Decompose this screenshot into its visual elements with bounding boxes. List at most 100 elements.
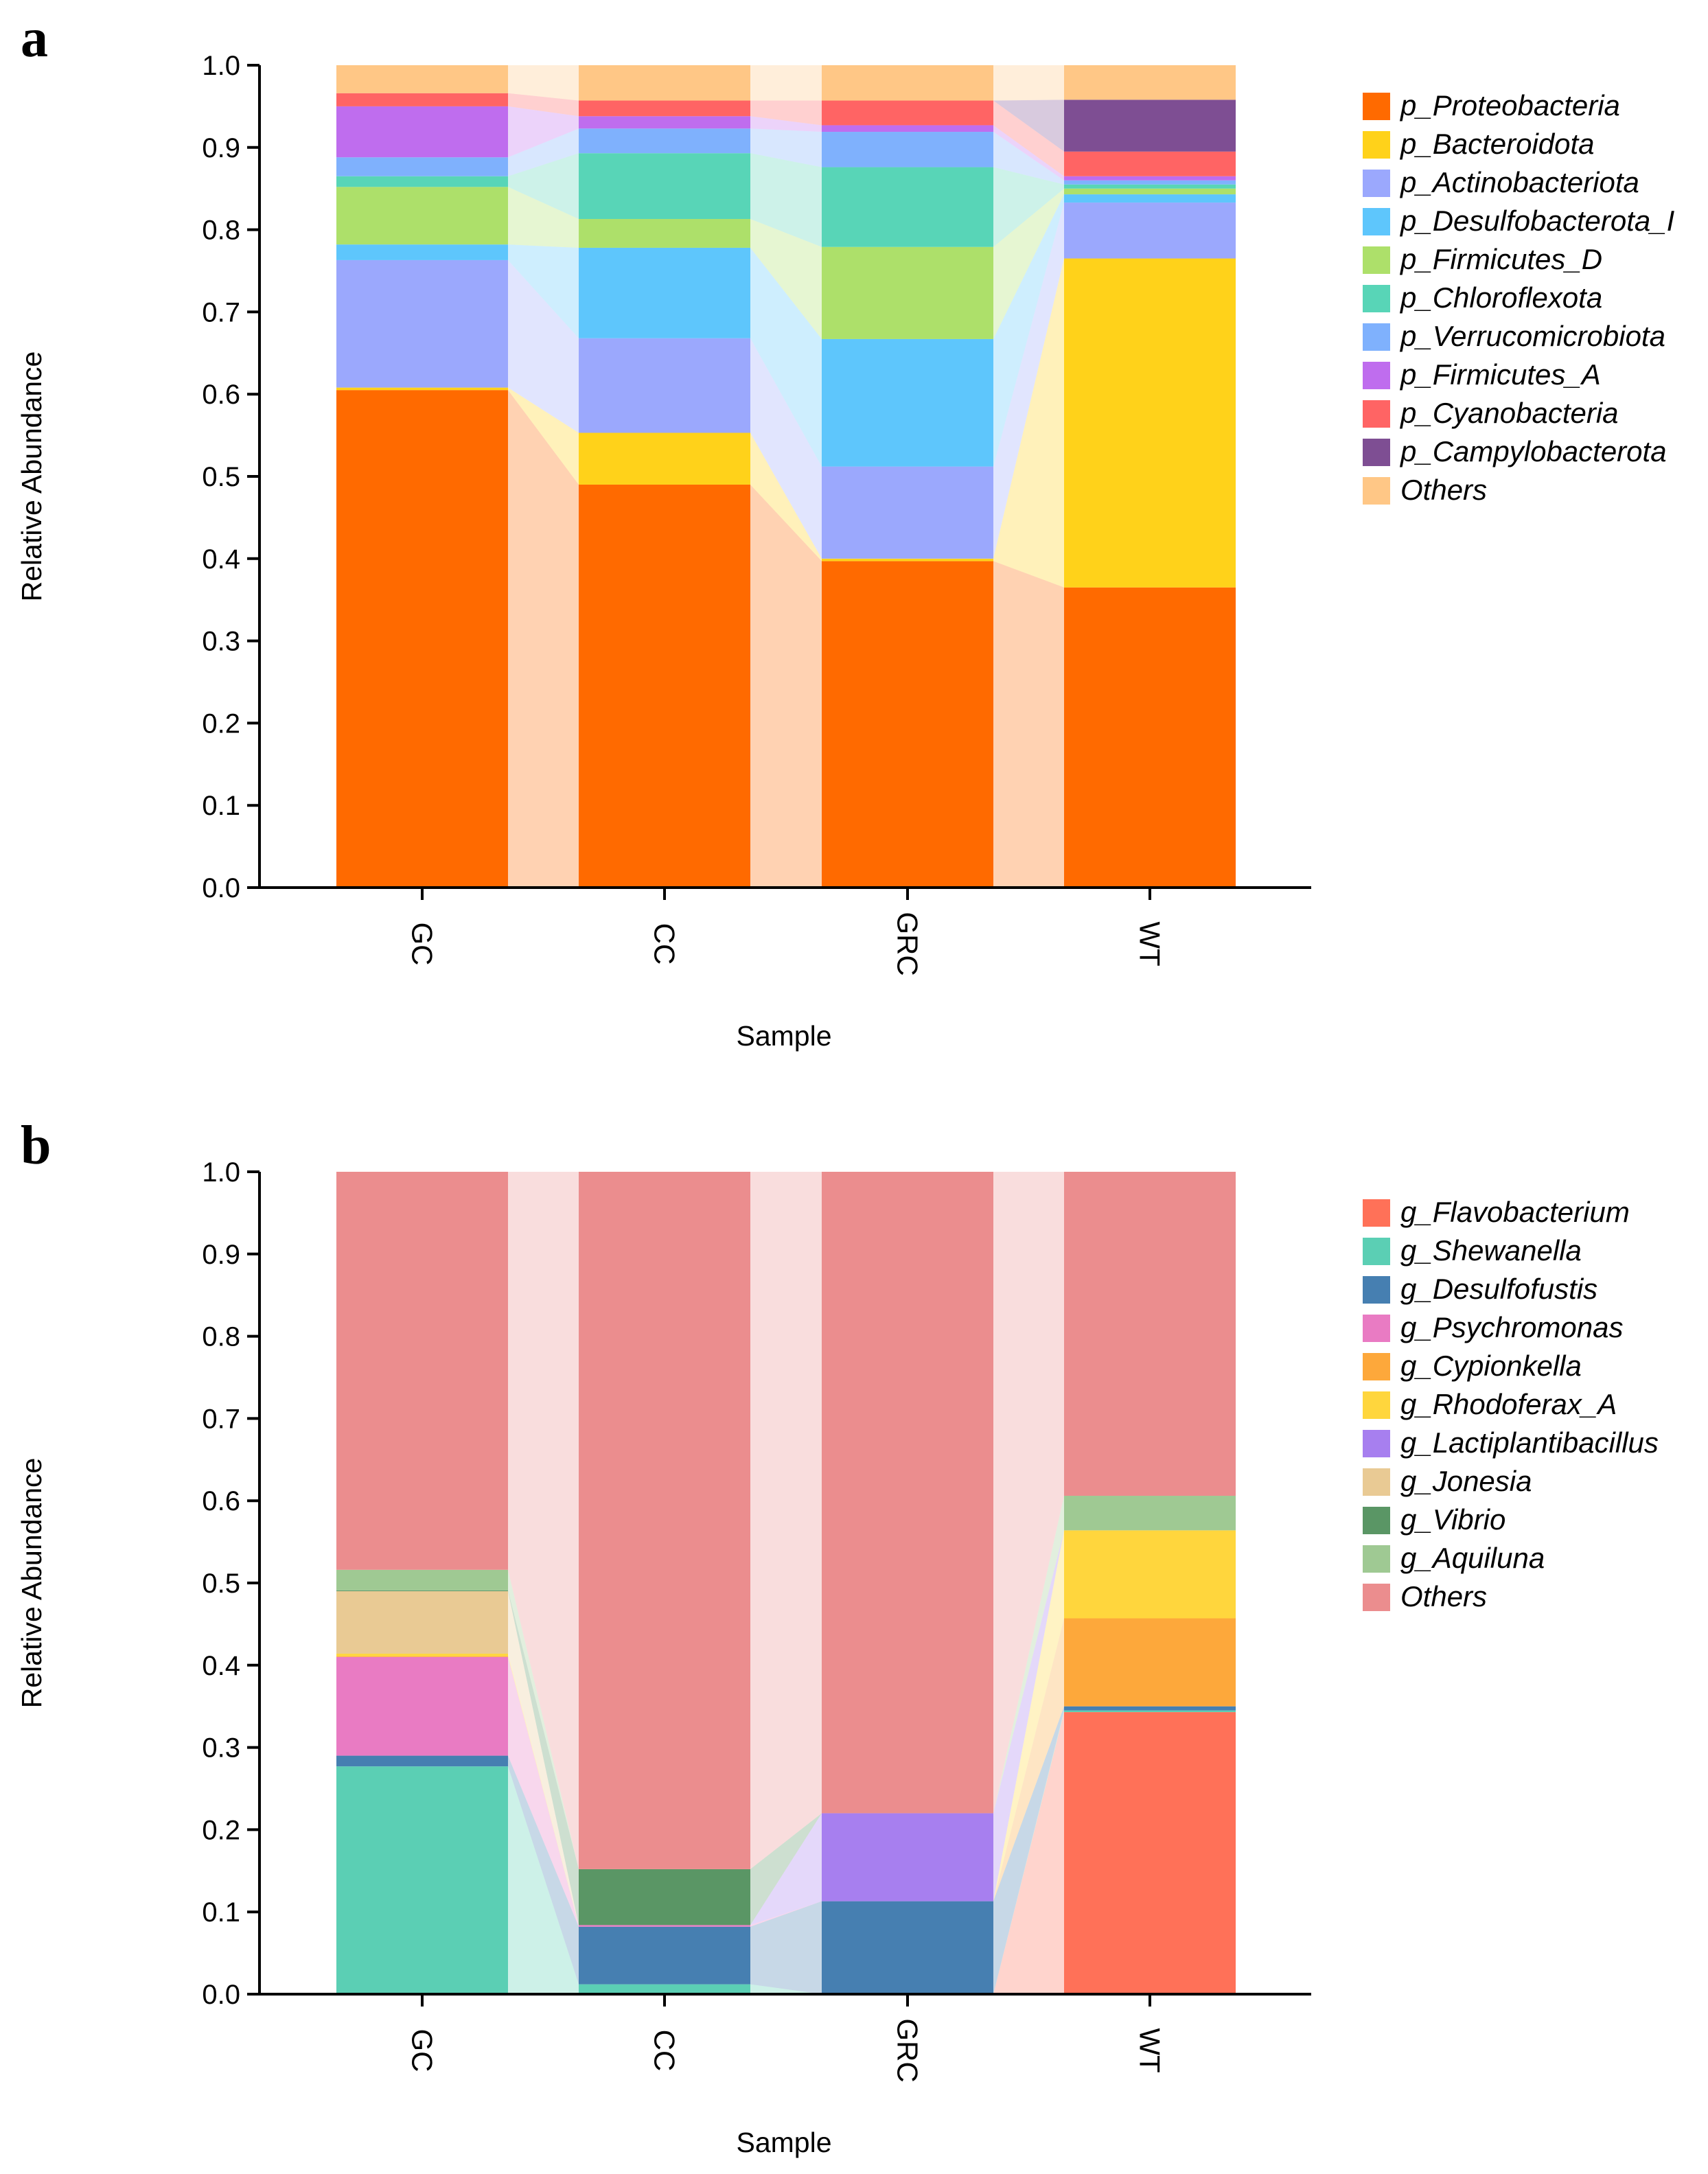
panel-b-flow-g-lactiplantibacillus-grc-wt: [993, 1530, 1064, 1901]
panel-a-bar-gc-p-actinobacteriota[interactable]: [336, 259, 508, 388]
panel-a-flow-p-verrucomicrobiota-grc-wt: [993, 132, 1064, 185]
panel-a-bar-grc-p-bacteroidota[interactable]: [822, 558, 993, 562]
panel-a-bar-wt-p-actinobacteriota[interactable]: [1064, 203, 1236, 259]
panel-b-flow-g-lactiplantibacillus-cc-grc: [750, 1813, 822, 1926]
panel-a-y-tick-label: 1.0: [202, 51, 240, 81]
panel-a-legend-label-others: Others: [1400, 474, 1487, 506]
panel-a-bar-wt-p-bacteroidota[interactable]: [1064, 258, 1236, 588]
panel-a-bar-cc-p-cyanobacteria[interactable]: [579, 100, 750, 117]
panel-a-bar-wt-p-firmicutes-d[interactable]: [1064, 188, 1236, 195]
panel-b-flow-g-vibrio-gc-cc: [508, 1590, 579, 1926]
panel-b-bar-gc-g-psychromonas[interactable]: [336, 1656, 508, 1756]
panel-a-bar-grc-p-actinobacteriota[interactable]: [822, 466, 993, 559]
panel-a-bar-cc-p-desulfobacterota-i[interactable]: [579, 247, 750, 338]
panel-b-bar-gc-others[interactable]: [336, 1172, 508, 1570]
panel-a-flow-p-bacteroidota-gc-cc: [508, 387, 579, 485]
panel-b-y-tick-label: 0.5: [202, 1569, 240, 1599]
panel-a-bar-wt-p-proteobacteria[interactable]: [1064, 587, 1236, 888]
panel-a-category-label-gc: GC: [406, 923, 439, 966]
panel-a-bar-wt-p-verrucomicrobiota[interactable]: [1064, 180, 1236, 185]
panel-a-bar-cc-others[interactable]: [579, 65, 750, 101]
panel-b-bar-gc-g-shewanella[interactable]: [336, 1766, 508, 1994]
panel-a-bar-gc-p-chloroflexota[interactable]: [336, 176, 508, 187]
panel-a-flow-p-bacteroidota-grc-wt: [993, 258, 1064, 588]
panel-b-bar-grc-g-lactiplantibacillus[interactable]: [822, 1813, 993, 1901]
panel-a-bar-cc-p-bacteroidota[interactable]: [579, 432, 750, 485]
panel-b-bar-grc-others[interactable]: [822, 1172, 993, 1814]
panel-a-bar-gc-p-desulfobacterota-i[interactable]: [336, 244, 508, 260]
panel-a-flow-p-actinobacteriota-grc-wt: [993, 203, 1064, 559]
panel-a-flow-p-firmicutes-d-gc-cc: [508, 187, 579, 248]
panel-b-legend-swatch-g-lactiplantibacillus: [1363, 1430, 1390, 1457]
panel-a-bar-gc-p-cyanobacteria[interactable]: [336, 93, 508, 106]
panel-b-bar-wt-others[interactable]: [1064, 1172, 1236, 1496]
panel-b-bar-cc-g-psychromonas[interactable]: [579, 1925, 750, 1927]
panel-b-bar-wt-g-desulfofustis[interactable]: [1064, 1706, 1236, 1711]
panel-a-legend-swatch-p-firmicutes-a: [1363, 362, 1390, 389]
panel-a-bar-wt-others[interactable]: [1064, 65, 1236, 100]
panel-b-bar-cc-g-vibrio[interactable]: [579, 1869, 750, 1926]
panel-a-y-tick-label: 0.9: [202, 133, 240, 163]
panel-b-bar-grc-g-desulfofustis[interactable]: [822, 1901, 993, 1994]
panel-a-legend-label-p-actinobacteriota: p_Actinobacteriota: [1399, 166, 1639, 198]
panel-b-y-tick-label: 0.8: [202, 1322, 240, 1352]
panel-a-bar-gc-p-verrucomicrobiota[interactable]: [336, 157, 508, 176]
panel-a-bar-grc-p-chloroflexota[interactable]: [822, 167, 993, 247]
panel-a-bar-cc-p-firmicutes-a[interactable]: [579, 116, 750, 129]
panel-a-bar-grc-p-proteobacteria[interactable]: [822, 561, 993, 888]
panel-a-bar-cc-p-proteobacteria[interactable]: [579, 484, 750, 888]
panel-b-bar-gc-g-aquiluna[interactable]: [336, 1569, 508, 1591]
panel-a-bar-grc-p-firmicutes-a[interactable]: [822, 125, 993, 132]
panel-b-legend-label-g-psychromonas: g_Psychromonas: [1400, 1311, 1624, 1343]
panel-b-bar-wt-g-flavobacterium[interactable]: [1064, 1712, 1236, 1994]
panel-a-bar-gc-p-proteobacteria[interactable]: [336, 390, 508, 888]
panel-b-legend-label-g-shewanella: g_Shewanella: [1400, 1234, 1582, 1267]
panel-b-legend-swatch-g-vibrio: [1363, 1507, 1390, 1534]
panel-a-bar-grc-p-firmicutes-d[interactable]: [822, 246, 993, 339]
panel-b-bar-wt-g-cypionkella[interactable]: [1064, 1618, 1236, 1707]
panel-b-bar-gc-g-desulfofustis[interactable]: [336, 1755, 508, 1767]
panel-a-bar-grc-others[interactable]: [822, 65, 993, 101]
panel-b-y-tick-label: 0.4: [202, 1651, 240, 1681]
panel-a-bar-cc-p-chloroflexota[interactable]: [579, 153, 750, 220]
panel-a-y-axis-title: Relative Abundance: [16, 351, 47, 602]
panel-a-y-tick-label: 0.8: [202, 216, 240, 246]
panel-b-flow-g-jonesia-gc-cc: [508, 1591, 579, 1926]
panel-a-bar-gc-others[interactable]: [336, 65, 508, 93]
panel-a-bar-gc-p-firmicutes-d[interactable]: [336, 187, 508, 245]
panel-a-bar-grc-p-desulfobacterota-i[interactable]: [822, 338, 993, 467]
panel-b-flow-g-psychromonas-cc-grc: [750, 1901, 822, 1927]
panel-b-legend-label-g-vibrio: g_Vibrio: [1400, 1503, 1505, 1536]
panel-a-bar-grc-p-verrucomicrobiota[interactable]: [822, 132, 993, 167]
panel-b-bar-gc-g-rhodoferax-a[interactable]: [336, 1654, 508, 1656]
panel-a-bar-cc-p-actinobacteriota[interactable]: [579, 338, 750, 433]
panel-b-category-label-cc: CC: [649, 2030, 681, 2072]
panel-a-bar-wt-p-chloroflexota[interactable]: [1064, 184, 1236, 189]
panel-a-bar-wt-p-desulfobacterota-i[interactable]: [1064, 194, 1236, 203]
panel-b-bar-cc-g-shewanella[interactable]: [579, 1984, 750, 1994]
panel-a-flow-others-cc-grc: [750, 65, 822, 101]
panel-a-legend-swatch-p-desulfobacterota-i: [1363, 208, 1390, 235]
panel-a-bar-wt-p-cyanobacteria[interactable]: [1064, 151, 1236, 176]
panel-a-bar-wt-p-firmicutes-a[interactable]: [1064, 176, 1236, 181]
panel-b-bar-gc-g-jonesia[interactable]: [336, 1591, 508, 1654]
panel-a-bar-cc-p-firmicutes-d[interactable]: [579, 219, 750, 248]
panel-b-legend-label-g-lactiplantibacillus: g_Lactiplantibacillus: [1400, 1426, 1659, 1459]
panel-b-x-axis-title: Sample: [736, 2127, 831, 2158]
panel-b-flow-g-rhodoferax-a-grc-wt: [993, 1530, 1064, 1901]
panel-b-bar-wt-g-aquiluna[interactable]: [1064, 1496, 1236, 1531]
panel-a-y-tick-label: 0.7: [202, 297, 240, 327]
panel-a-bar-gc-p-firmicutes-a[interactable]: [336, 106, 508, 158]
panel-b-bar-cc-others[interactable]: [579, 1172, 750, 1869]
panel-a-bar-gc-p-bacteroidota[interactable]: [336, 387, 508, 391]
panel-a-flow-p-firmicutes-d-cc-grc: [750, 219, 822, 339]
panel-b-bar-cc-g-desulfofustis[interactable]: [579, 1926, 750, 1985]
panel-b-bar-gc-g-cypionkella[interactable]: [336, 1656, 508, 1657]
panel-a-bar-grc-p-cyanobacteria[interactable]: [822, 100, 993, 126]
panel-b-bar-wt-g-rhodoferax-a[interactable]: [1064, 1530, 1236, 1619]
panel-b-bar-wt-g-shewanella[interactable]: [1064, 1710, 1236, 1713]
panel-a-category-label-cc: CC: [649, 923, 681, 965]
panel-a-bar-wt-p-campylobacterota[interactable]: [1064, 100, 1236, 152]
panel-a-bar-cc-p-verrucomicrobiota[interactable]: [579, 128, 750, 154]
panel-b-flow-g-vibrio-cc-grc: [750, 1813, 822, 1926]
